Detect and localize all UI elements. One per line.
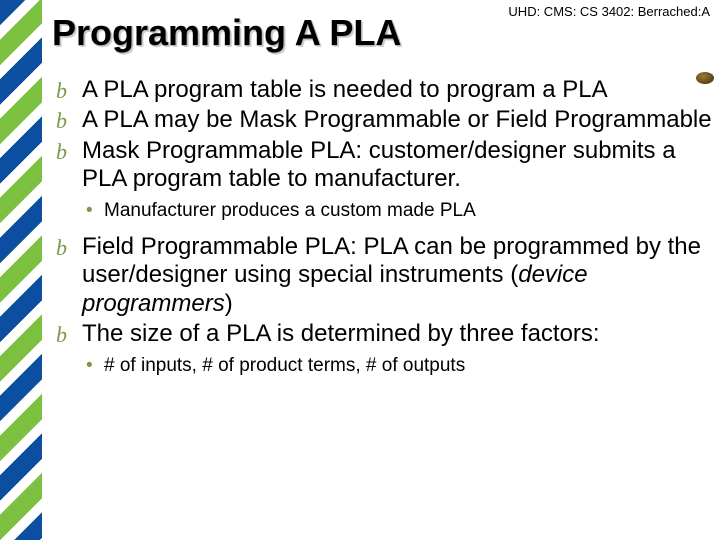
decorative-stripe	[0, 0, 42, 540]
sub-bullet-text: Manufacturer produces a custom made PLA	[104, 200, 476, 221]
bullet-text: Mask Programmable PLA: customer/designer…	[82, 137, 676, 192]
bullet-text: A PLA may be Mask Programmable or Field …	[82, 106, 712, 133]
bullet-list-2: Field Programmable PLA: PLA can be progr…	[52, 233, 714, 348]
bullet-item: Field Programmable PLA: PLA can be progr…	[56, 233, 714, 318]
sub-bullet-list-2: # of inputs, # of product terms, # of ou…	[52, 354, 714, 378]
bullet-text: A PLA program table is needed to program…	[82, 76, 608, 103]
bullet-item: Mask Programmable PLA: customer/designer…	[56, 137, 714, 194]
sub-bullet-item: # of inputs, # of product terms, # of ou…	[86, 354, 714, 378]
sub-bullet-item: Manufacturer produces a custom made PLA	[86, 199, 714, 223]
sub-bullet-list-1: Manufacturer produces a custom made PLA	[52, 199, 714, 223]
bullet-item: A PLA program table is needed to program…	[56, 76, 714, 104]
bullet-text: The size of a PLA is determined by three…	[82, 320, 600, 347]
sub-bullet-text: # of inputs, # of product terms, # of ou…	[104, 355, 465, 376]
bullet-text-prefix: Field Programmable PLA: PLA can be progr…	[82, 233, 701, 288]
bullet-item: A PLA may be Mask Programmable or Field …	[56, 106, 714, 134]
slide-content: UHD: CMS: CS 3402: Berrached:A Programmi…	[42, 0, 720, 540]
bullet-text-suffix: )	[225, 290, 233, 317]
bullet-item: The size of a PLA is determined by three…	[56, 320, 714, 348]
bullet-list-1: A PLA program table is needed to program…	[52, 76, 714, 193]
header-metadata: UHD: CMS: CS 3402: Berrached:A	[508, 4, 710, 19]
